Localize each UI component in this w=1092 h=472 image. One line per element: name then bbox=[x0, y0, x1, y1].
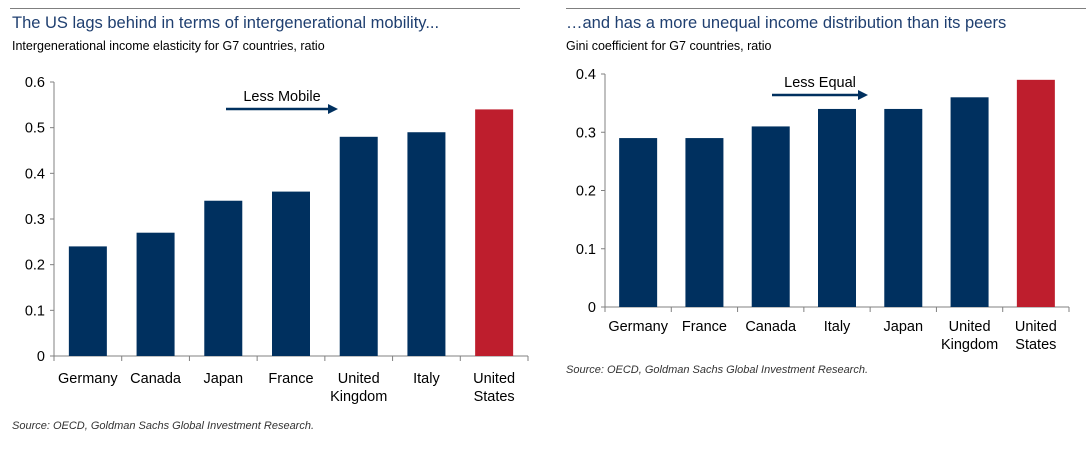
y-tick-label: 0 bbox=[37, 349, 45, 365]
gini-bar-chart: 0 0.1 0.2 0.3 0.4 Germany France Canada Italy Jap… bbox=[576, 67, 1070, 353]
category-label: Italy bbox=[413, 371, 440, 387]
category-label: France bbox=[268, 371, 313, 387]
category-label: United bbox=[473, 371, 515, 387]
category-label: Japan bbox=[884, 319, 924, 335]
bar-united-states bbox=[1016, 79, 1055, 307]
bar-japan bbox=[204, 200, 243, 356]
category-label: Japan bbox=[204, 371, 244, 387]
category-label: United bbox=[949, 319, 991, 335]
bar-france bbox=[685, 138, 724, 307]
y-tick-label: 0.4 bbox=[576, 67, 596, 83]
y-tick-label: 0.2 bbox=[25, 258, 45, 274]
bar-japan bbox=[884, 108, 923, 307]
annotation-label: Less Equal bbox=[784, 75, 856, 91]
annotation-arrow-head bbox=[328, 104, 338, 114]
y-tick-label: 0.1 bbox=[576, 242, 596, 258]
bar-italy bbox=[818, 108, 856, 307]
bar-germany bbox=[68, 246, 107, 356]
category-label: Kingdom bbox=[330, 389, 387, 405]
category-label: United bbox=[1015, 319, 1057, 335]
bar-united-kingdom bbox=[339, 136, 378, 356]
source-note: Source: OECD, Goldman Sachs Global Inves… bbox=[566, 364, 869, 376]
y-tick-label: 0.1 bbox=[25, 303, 45, 319]
category-label: States bbox=[1015, 337, 1056, 353]
category-label: Canada bbox=[130, 371, 182, 387]
category-label: Canada bbox=[745, 319, 797, 335]
category-label: Germany bbox=[608, 319, 668, 335]
category-label: Kingdom bbox=[941, 337, 998, 353]
top-divider bbox=[10, 8, 520, 9]
y-tick-label: 0 bbox=[588, 300, 596, 316]
category-label: States bbox=[474, 389, 515, 405]
source-note: Source: OECD, Goldman Sachs Global Inves… bbox=[12, 420, 315, 432]
y-tick-label: 0.5 bbox=[25, 121, 45, 137]
chart-subtitle: Intergenerational income elasticity for … bbox=[12, 39, 325, 53]
bar-france bbox=[272, 191, 310, 356]
bar-germany bbox=[619, 138, 658, 307]
bar-italy bbox=[407, 132, 446, 356]
y-tick-label: 0.3 bbox=[25, 212, 45, 228]
chart-panel-mobility: The US lags behind in terms of intergene… bbox=[0, 0, 540, 472]
chart-subtitle: Gini coefficient for G7 countries, ratio bbox=[566, 39, 772, 53]
chart-title: The US lags behind in terms of intergene… bbox=[12, 14, 440, 32]
y-tick-label: 0.6 bbox=[25, 75, 45, 91]
y-tick-label: 0.2 bbox=[576, 184, 596, 200]
category-label: Italy bbox=[824, 319, 851, 335]
bar-canada bbox=[136, 232, 175, 356]
mobility-bar-chart: 0 0.1 0.2 0.3 0.4 0.5 0.6 Germany Canada Japan Fra… bbox=[25, 75, 529, 405]
category-label: France bbox=[682, 319, 727, 335]
chart-panel-gini: …and has a more unequal income distribut… bbox=[560, 0, 1092, 472]
top-divider bbox=[566, 8, 1086, 9]
annotation-arrow-head bbox=[858, 90, 868, 100]
bar-canada bbox=[751, 126, 790, 307]
annotation-label: Less Mobile bbox=[243, 89, 320, 105]
bar-united-states bbox=[475, 109, 514, 357]
y-tick-label: 0.3 bbox=[576, 125, 596, 141]
category-label: Germany bbox=[58, 371, 118, 387]
category-label: United bbox=[338, 371, 380, 387]
chart-title: …and has a more unequal income distribut… bbox=[566, 14, 1007, 32]
y-tick-label: 0.4 bbox=[25, 166, 45, 182]
bar-united-kingdom bbox=[950, 97, 989, 307]
